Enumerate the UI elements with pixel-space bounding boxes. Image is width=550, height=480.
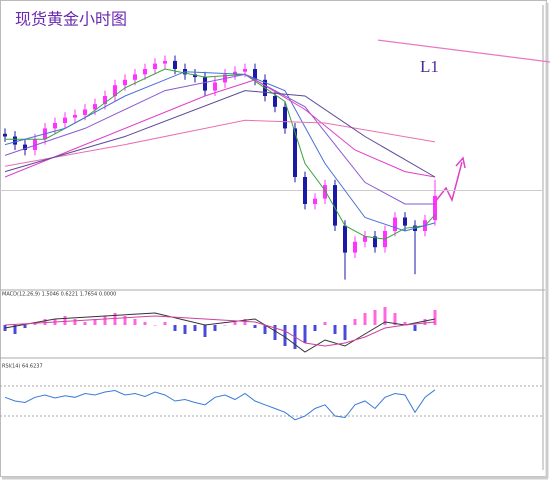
histogram-bar	[63, 316, 67, 325]
histogram-bar	[363, 313, 367, 325]
histogram-bar	[133, 319, 137, 325]
histogram-bar	[143, 322, 147, 325]
histogram-bar	[313, 325, 317, 331]
candle-body	[213, 82, 217, 91]
histogram-bar	[273, 325, 277, 340]
candle-body	[13, 136, 17, 145]
histogram-bar	[103, 316, 107, 325]
histogram-bar	[423, 319, 427, 325]
candle-body	[83, 109, 87, 115]
candle-body	[133, 74, 137, 80]
histogram-bar	[323, 322, 327, 325]
histogram-bar	[383, 307, 387, 325]
histogram-bar	[153, 325, 157, 326]
series-line	[4, 312, 436, 353]
candle-body	[293, 128, 297, 177]
histogram-bar	[353, 319, 357, 325]
histogram-bar	[403, 322, 407, 325]
candle-body	[3, 133, 7, 137]
histogram-bar	[243, 319, 247, 325]
histogram-bar	[303, 325, 307, 343]
histogram-bar	[43, 319, 47, 325]
histogram-bar	[393, 313, 397, 325]
chart-title: 现货黄金小时图	[15, 10, 127, 29]
candle-body	[53, 123, 57, 129]
candle-body	[123, 79, 127, 86]
arrow	[434, 156, 466, 203]
candle-body	[253, 69, 257, 80]
candle-body	[33, 139, 37, 150]
histogram-bar	[163, 322, 167, 325]
candle-body	[283, 106, 287, 129]
series-line	[4, 389, 436, 421]
series-line	[4, 71, 436, 232]
candle-body	[193, 74, 197, 78]
candle-body	[173, 60, 177, 69]
candle-body	[303, 177, 307, 204]
histogram-bar	[433, 310, 437, 325]
pane-label: RSI(14) 64.6237	[2, 364, 43, 370]
candle-body	[323, 185, 327, 199]
candle-body	[163, 60, 167, 64]
candle-body	[273, 96, 277, 107]
histogram-bar	[123, 316, 127, 325]
candle-body	[113, 85, 117, 96]
candle-body	[143, 69, 147, 75]
histogram-bar	[343, 325, 347, 340]
histogram-bar	[413, 325, 417, 331]
histogram-bar	[193, 325, 197, 331]
candle-body	[433, 195, 437, 221]
candle-body	[63, 117, 67, 123]
histogram-bar	[113, 313, 117, 325]
candle-body	[353, 241, 357, 253]
series-line	[377, 39, 550, 63]
pane-label: MACD(12,26,9) 1.5046 0.6221 1.7654 0.000…	[2, 292, 116, 298]
histogram-bar	[13, 325, 17, 334]
histogram-bar	[213, 325, 217, 331]
histogram-bar	[203, 325, 207, 337]
candle-body	[373, 236, 377, 248]
annotation: L1	[420, 57, 439, 76]
histogram-bar	[173, 325, 177, 331]
series-line	[4, 119, 436, 167]
candle-body	[23, 144, 27, 150]
candle-body	[313, 198, 317, 204]
series-line	[4, 73, 435, 205]
histogram-bar	[253, 325, 257, 328]
candle-body	[153, 63, 157, 69]
histogram-bar	[83, 322, 87, 325]
histogram-bar	[263, 325, 267, 334]
series-line	[4, 90, 436, 178]
candle-body	[203, 77, 207, 91]
candle-body	[363, 236, 367, 242]
histogram-bar	[283, 325, 287, 346]
candle-body	[343, 225, 347, 253]
series-line	[4, 315, 436, 347]
candle-body	[93, 104, 97, 110]
series-line	[5, 68, 436, 240]
candle-body	[403, 217, 407, 226]
histogram-bar	[333, 325, 337, 334]
candle-body	[73, 114, 77, 118]
series-line	[4, 79, 436, 178]
histogram-bar	[233, 322, 237, 325]
histogram-bar	[183, 325, 187, 334]
histogram-bar	[373, 310, 377, 325]
histogram-bar	[93, 319, 97, 325]
candle-body	[103, 96, 107, 105]
histogram-bar	[73, 319, 77, 325]
candle-body	[243, 69, 247, 72]
histogram-bar	[23, 325, 27, 328]
candle-body	[233, 71, 237, 75]
candle-body	[393, 217, 397, 231]
histogram-bar	[223, 325, 227, 326]
candle-body	[333, 185, 337, 226]
